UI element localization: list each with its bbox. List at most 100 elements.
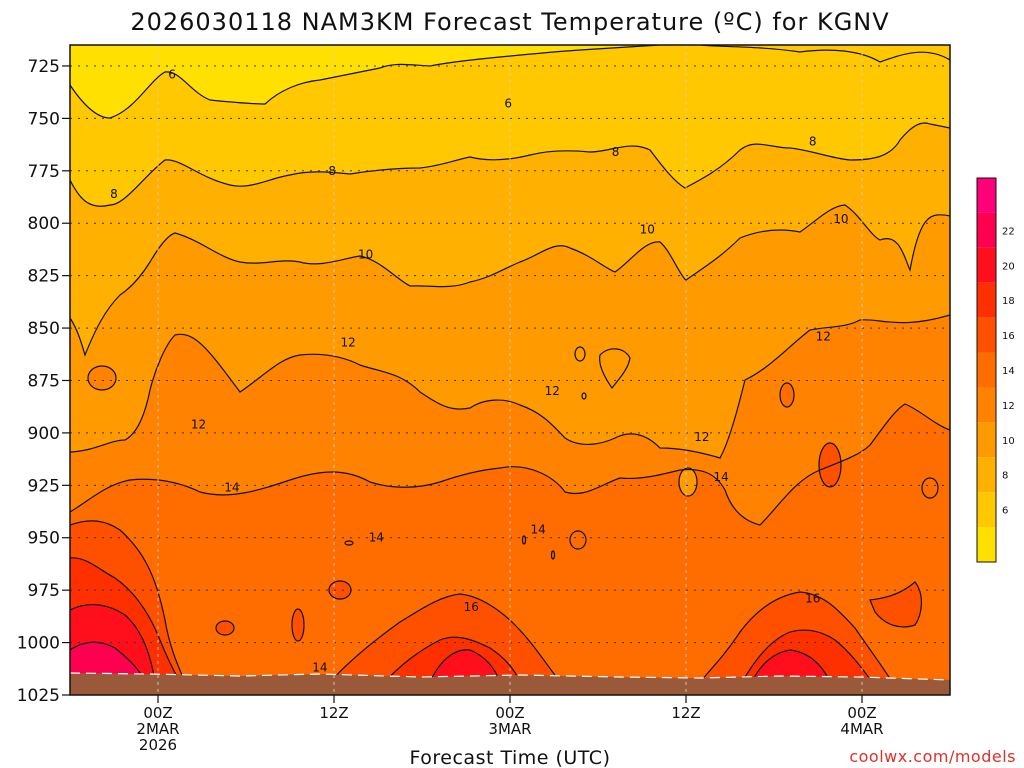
credit-text: coolwx.com/models xyxy=(849,747,1016,766)
x-tick-label: 3MAR xyxy=(488,720,531,738)
contour-label: 8 xyxy=(809,134,817,148)
cell-16-f xyxy=(870,582,922,627)
contour-6-right xyxy=(699,45,950,63)
y-tick-label: 825 xyxy=(28,267,60,287)
contour-label: 8 xyxy=(612,145,620,159)
cell-16-a xyxy=(819,443,841,487)
cell-16-d xyxy=(292,609,304,641)
contour-cell-e xyxy=(678,467,698,497)
y-tick-label: 1000 xyxy=(17,634,60,654)
plot-area: 6 6 8 8 8 8 10 10 10 12 12 12 12 12 14 14 14 14 14 16 16 xyxy=(69,44,951,696)
contour-cell-h xyxy=(291,608,305,642)
colorbar-label: 22 xyxy=(1002,226,1015,237)
contour-lines xyxy=(70,45,950,683)
contour-label: 8 xyxy=(328,164,336,178)
contour-label: 12 xyxy=(191,418,206,432)
cell-16-e xyxy=(216,621,234,635)
contour-cell-m xyxy=(581,392,587,400)
y-tick-label: 975 xyxy=(28,581,60,601)
contour-12 xyxy=(70,314,950,459)
contour-22 xyxy=(70,641,146,683)
contour-label: 14 xyxy=(531,522,546,536)
colorbar-label: 14 xyxy=(1002,366,1015,377)
band-4-6 xyxy=(70,45,660,118)
contour-label: 12 xyxy=(694,430,709,444)
x-tick-label: 4MAR xyxy=(840,720,883,738)
band-22-24 xyxy=(70,642,145,682)
colorbar-frame xyxy=(976,177,997,563)
contour-label: 6 xyxy=(168,67,176,81)
x-tick-label: 00Z xyxy=(847,704,876,722)
y-tick-label: 900 xyxy=(28,424,60,444)
colorbar-swatch xyxy=(977,527,996,562)
colorbar-label: 16 xyxy=(1002,331,1015,342)
y-tick-label: 750 xyxy=(28,109,60,129)
cell-16-b xyxy=(780,383,794,407)
band-16-18 xyxy=(70,520,950,695)
x-tick-label: 00Z xyxy=(495,704,524,722)
contour-8 xyxy=(70,122,950,207)
colorbar-label: 18 xyxy=(1002,296,1015,307)
colorbar-swatch xyxy=(977,352,996,388)
contour-cell-c xyxy=(574,346,586,362)
colorbar-swatch xyxy=(977,282,996,318)
cell-14-g xyxy=(570,531,586,549)
contour-label: 14 xyxy=(224,480,239,494)
contour-label: 12 xyxy=(545,384,560,398)
chart-title: 2026030118 NAM3KM Forecast Temperature (… xyxy=(130,8,889,36)
contour-label: 14 xyxy=(369,531,384,545)
colorbar-swatch xyxy=(977,387,996,423)
contour-cell-j xyxy=(869,581,922,628)
colorbar: 6 8 10 12 14 16 18 20 22 xyxy=(976,177,1015,563)
contour-14 xyxy=(70,403,950,526)
colorbar-swatch xyxy=(977,247,996,283)
contour-label: 16 xyxy=(805,592,820,606)
contour-18 xyxy=(70,557,873,683)
contour-label: 12 xyxy=(816,329,831,343)
x-tick-label: 12Z xyxy=(319,704,348,722)
x-tick-label: 12Z xyxy=(671,704,700,722)
colorbar-label: 10 xyxy=(1002,436,1015,447)
y-tick-label: 925 xyxy=(28,476,60,496)
x-tick-label: 00Z xyxy=(143,704,172,722)
cell-10-small xyxy=(575,347,585,361)
contour-label: 6 xyxy=(504,97,512,111)
y-axis: 725 750 775 800 825 850 875 900 925 950 975 1000 102… xyxy=(17,57,70,706)
colorbar-swatch xyxy=(977,422,996,458)
contour-6 xyxy=(70,45,661,119)
contour-cell-a xyxy=(87,365,117,391)
cell-14-h xyxy=(922,478,938,498)
colorbar-swatch xyxy=(977,317,996,353)
y-tick-label: 775 xyxy=(28,162,60,182)
cell-12-b xyxy=(679,468,697,496)
contour-cell-n xyxy=(521,535,527,545)
vertical-grid xyxy=(157,45,863,695)
colorbar-label: 8 xyxy=(1002,471,1008,482)
contour-label: 12 xyxy=(340,336,355,350)
y-tick-label: 1025 xyxy=(17,686,60,706)
contour-16 xyxy=(70,520,893,683)
y-tick-label: 950 xyxy=(28,529,60,549)
contour-label: 10 xyxy=(640,223,655,237)
colorbar-label: 20 xyxy=(1002,261,1015,272)
contour-label: 8 xyxy=(110,187,118,201)
colorbar-label: 6 xyxy=(1002,506,1008,517)
colorbar-swatch xyxy=(977,457,996,493)
contour-label: 14 xyxy=(312,661,327,675)
cell-12-upper-left xyxy=(88,366,116,390)
y-tick-label: 800 xyxy=(28,214,60,234)
contour-cell-l xyxy=(921,477,939,499)
contour-label: 14 xyxy=(714,470,729,484)
contour-cell-o xyxy=(550,550,556,560)
colorbar-swatch xyxy=(977,212,996,248)
colorbar-label: 12 xyxy=(1002,401,1015,412)
x-tick-label: 2MAR xyxy=(136,720,179,738)
contour-labels: 6 6 8 8 8 8 10 10 10 12 12 12 12 12 14 14 14 14 14 16 16 xyxy=(110,67,848,674)
contour-20 xyxy=(70,603,831,683)
colorbar-swatch xyxy=(977,492,996,528)
y-tick-label: 875 xyxy=(28,371,60,391)
contour-label: 10 xyxy=(833,212,848,226)
y-tick-label: 725 xyxy=(28,57,60,77)
contour-cell-p xyxy=(344,540,354,546)
